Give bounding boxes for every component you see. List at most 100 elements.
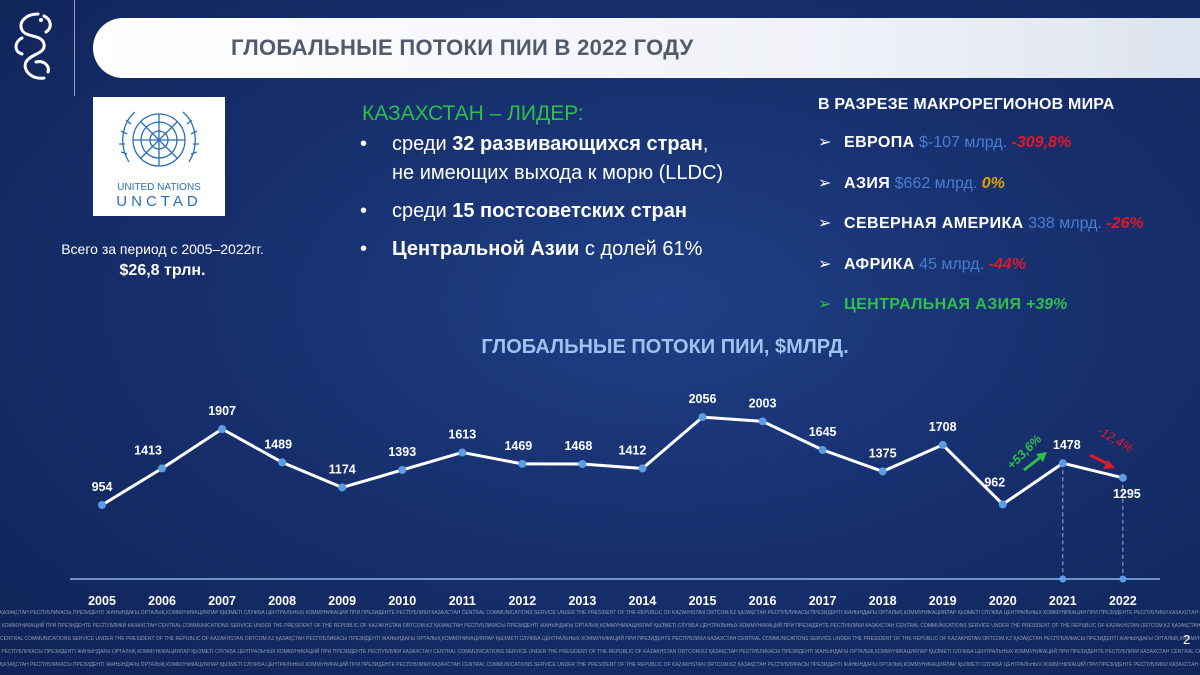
region-change: +39% [1025, 296, 1068, 313]
unctad-line2: UNCTAD [116, 193, 202, 210]
region-item: ➢ ЦЕНТРАЛЬНАЯ АЗИЯ +39% [818, 294, 1144, 335]
data-label: 1174 [329, 462, 356, 476]
region-change: -44% [988, 255, 1026, 273]
x-tick-label: 2009 [328, 594, 356, 608]
x-tick-label: 2014 [629, 594, 657, 608]
data-point [458, 448, 467, 457]
data-point [878, 467, 887, 476]
chevron-right-icon: ➢ [818, 134, 832, 151]
bullet-bold: 32 развивающихся стран [452, 133, 703, 155]
un-emblem-icon [119, 111, 199, 167]
data-label: 1645 [809, 425, 837, 439]
data-point [938, 440, 947, 449]
region-name: ЦЕНТРАЛЬНАЯ АЗИЯ [844, 296, 1022, 313]
data-point [98, 501, 106, 509]
region-item: ➢ АЗИЯ $662 млрд. 0% [818, 173, 1144, 214]
x-tick-label: 2006 [148, 594, 176, 608]
x-tick-label: 2007 [208, 594, 236, 608]
x-tick-label: 2017 [809, 594, 837, 608]
bullet-bold: 15 постсоветских стран [452, 200, 687, 222]
x-tick-label: 2010 [388, 594, 416, 608]
region-value: $-107 млрд. [919, 134, 1008, 151]
region-value: $662 млрд. [894, 174, 978, 192]
x-tick-label: 2021 [1049, 594, 1077, 608]
data-label: 1469 [504, 439, 532, 453]
data-label: 2003 [749, 396, 777, 410]
annotation-growth: +53,6% [1004, 432, 1044, 472]
header-divider [74, 0, 75, 96]
bullet-post: , [702, 133, 709, 155]
data-label: 1468 [564, 439, 592, 453]
page-title: ГЛОБАЛЬНЫЕ ПОТОКИ ПИИ В 2022 ГОДУ [231, 35, 694, 60]
data-label: 2056 [689, 392, 717, 406]
chevron-right-icon: ➢ [818, 296, 832, 313]
data-point [638, 464, 647, 473]
page-number: 2 [1183, 632, 1191, 647]
data-label: 1613 [448, 427, 476, 441]
bullet-pre: среди [392, 200, 453, 222]
arrow-up-icon-head [1036, 452, 1047, 462]
series-line [101, 415, 1124, 507]
data-label: 1708 [929, 420, 957, 434]
region-item: ➢ СЕВЕРНАЯ АМЕРИКА 338 млрд. -26% [818, 213, 1144, 254]
region-name: ЕВРОПА [844, 134, 915, 151]
data-point [218, 425, 227, 433]
data-point [818, 445, 827, 454]
annotation-decline: -12,4% [1095, 423, 1136, 455]
total-caption: Всего за период с 2005–2022гг. [61, 241, 264, 257]
regions-title: В РАЗРЕЗЕ МАКРОРЕГИОНОВ МИРА [818, 96, 1115, 113]
data-point [758, 417, 767, 426]
arrow-up-icon [1023, 454, 1043, 472]
bullet-item: • среди 32 развивающихся стран, не имеющих… [360, 133, 724, 184]
title-bar: ГЛОБАЛЬНЫЕ ПОТОКИ ПИИ В 2022 ГОДУ [93, 18, 1200, 78]
arrow-down-icon-head [1103, 460, 1115, 469]
region-item: ➢ АФРИКА 45 млрд. -44% [818, 254, 1144, 295]
snow-leopard-logo-icon [14, 12, 52, 80]
x-tick-label: 2022 [1109, 594, 1137, 608]
x-tick-label: 2020 [989, 594, 1017, 608]
region-name: АФРИКА [844, 255, 915, 273]
x-tick-label: 2005 [88, 594, 116, 608]
bullet-item: • среди 15 постсоветских стран [360, 200, 687, 222]
unctad-line1: UNITED NATIONS [117, 182, 201, 193]
x-tick-label: 2013 [568, 594, 596, 608]
bullet-bold: Центральной Азии [392, 238, 580, 260]
region-item: ➢ ЕВРОПА $-107 млрд. -309,8% [818, 132, 1144, 173]
data-point [338, 483, 347, 492]
region-change: 0% [981, 174, 1005, 192]
kazakhstan-title: КАЗАХСТАН – ЛИДЕР: [362, 102, 584, 125]
bullet-pre: среди [392, 133, 453, 155]
region-name: СЕВЕРНАЯ АМЕРИКА [844, 215, 1024, 232]
x-tick-label: 2019 [929, 594, 957, 608]
chevron-right-icon: ➢ [818, 215, 832, 232]
footer-row: ҚАЗАҚСТАН РЕСПУБЛИКАСЫ ПРЕЗИДЕНТІ ЖАНЫНД… [0, 610, 1200, 616]
region-name: АЗИЯ [844, 174, 891, 192]
data-point [278, 458, 287, 467]
data-point [1118, 473, 1127, 482]
chart-title: ГЛОБАЛЬНЫЕ ПОТОКИ ПИИ, $МЛРД. [481, 336, 849, 358]
x-tick-label: 2015 [689, 594, 717, 608]
regions-list: ➢ ЕВРОПА $-107 млрд. -309,8% ➢ АЗИЯ $662 м… [818, 132, 1144, 335]
bullet-post: с долей 61% [579, 238, 703, 260]
bullet-line2: не имеющих выхода к морю (LLDC) [392, 162, 724, 184]
data-label: 962 [984, 475, 1005, 489]
region-change: -309,8% [1011, 134, 1072, 151]
arrow-down-icon [1089, 453, 1109, 466]
axis-marker [1119, 575, 1127, 583]
footer-watermark: ҚАЗАҚСТАН РЕСПУБЛИКАСЫ ПРЕЗИДЕНТІ ЖАНЫНД… [0, 610, 1200, 675]
data-point [698, 413, 707, 422]
data-point [998, 500, 1007, 509]
region-value: 338 млрд. [1028, 215, 1102, 232]
footer-row: ҚАЗАҚСТАН РЕСПУБЛИКАСЫ ПРЕЗИДЕНТІ ЖАНЫНД… [0, 662, 1200, 668]
bullet-item: • Центральной Азии с долей 61% [360, 238, 703, 260]
x-tick-label: 2018 [869, 594, 897, 608]
axis-marker [1059, 575, 1067, 583]
x-tick-label: 2016 [749, 594, 777, 608]
kazakhstan-bullets: • среди 32 развивающихся стран, не имеющих… [360, 130, 723, 273]
x-tick-label: 2011 [449, 594, 476, 608]
data-label: 1489 [264, 437, 292, 451]
region-value: 45 млрд. [919, 255, 985, 273]
footer-row: CENTRAL COMMUNICATIONS SERVICE UNDER THE… [0, 636, 1200, 642]
data-point [518, 459, 527, 468]
